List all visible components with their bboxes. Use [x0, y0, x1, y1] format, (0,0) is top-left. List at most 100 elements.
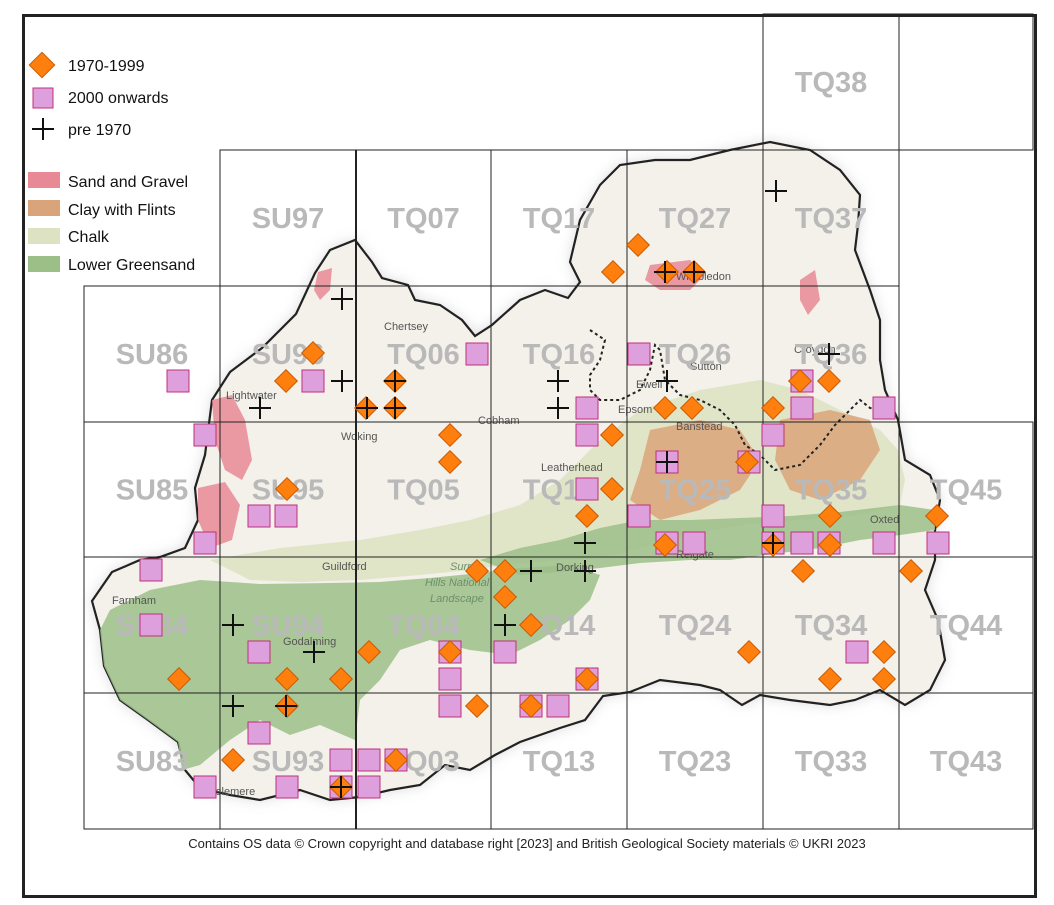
record-1970-1999 [679, 395, 705, 421]
record-2000-onwards [274, 504, 298, 528]
record-1970-1999 [574, 503, 600, 529]
record-1970-1999 [274, 476, 300, 502]
legend-label: Sand and Gravel [68, 174, 188, 191]
record-pre-1970 [249, 397, 271, 419]
national-landscape-label: Surrey Hills National Landscape [425, 561, 490, 605]
grid-square-label: TQ17 [523, 203, 596, 235]
legend-label: 2000 onwards [68, 90, 169, 107]
record-pre-1970 [331, 288, 353, 310]
record-2000-onwards [193, 531, 217, 555]
grid-square-label: SU86 [116, 339, 189, 371]
record-2000-onwards [275, 775, 299, 799]
record-pre-1970 [574, 560, 596, 582]
record-2000-onwards [465, 342, 489, 366]
grid-square-label: TQ25 [659, 475, 732, 507]
record-1970-1999 [437, 639, 463, 665]
cross-icon [32, 118, 54, 140]
record-1970-1999 [760, 395, 786, 421]
record-1970-1999 [300, 340, 326, 366]
grid-cell [898, 692, 1034, 830]
record-pre-1970 [765, 180, 787, 202]
os-grid [83, 13, 1034, 830]
record-1970-1999 [356, 639, 382, 665]
grid-square-label: TQ24 [659, 610, 732, 642]
record-2000-onwards [627, 342, 651, 366]
record-1970-1999 [817, 666, 843, 692]
legend-item-chalk: Chalk [28, 228, 110, 246]
record-pre-1970 [656, 370, 678, 392]
place-name: Dorking [556, 562, 594, 574]
record-pre-1970 [574, 532, 596, 554]
record-1970-1999 [871, 666, 897, 692]
place-name: Woking [341, 431, 377, 443]
record-1970-1999 [734, 449, 760, 475]
grid-square-label: TQ26 [659, 339, 732, 371]
record-pre-1970 [547, 370, 569, 392]
record-pre-1970 [222, 695, 244, 717]
record-pre-1970 [818, 343, 840, 365]
record-pre-1970 [494, 614, 516, 636]
record-2000-onwards [845, 640, 869, 664]
record-2000-onwards [247, 640, 271, 664]
record-pre-1970 [656, 451, 678, 473]
record-1970-1999 [652, 532, 678, 558]
record-pre-1970 [683, 261, 705, 283]
record-2000-onwards [682, 531, 706, 555]
sand-and-gravel-area [314, 268, 332, 300]
grid-square-label: TQ35 [795, 475, 868, 507]
record-2000-onwards [166, 369, 190, 393]
record-1970-1999 [492, 558, 518, 584]
legend-label: Lower Greensand [68, 257, 195, 274]
record-2000-onwards [139, 558, 163, 582]
grid-square-label: TQ23 [659, 746, 732, 778]
record-2000-onwards [329, 748, 353, 772]
park-label-line2: Hills National [425, 577, 490, 589]
grid-cell [898, 13, 1034, 151]
record-2000-onwards [872, 396, 896, 420]
record-1970-1999 [273, 368, 299, 394]
swatch [28, 228, 60, 244]
record-1970-1999 [736, 639, 762, 665]
record-2000-onwards [193, 775, 217, 799]
record-symbols [139, 180, 950, 800]
clay-with-flints-area [775, 410, 880, 500]
record-2000-onwards [357, 775, 381, 799]
park-label-line3: Landscape [430, 593, 484, 605]
grid-square-label: SU97 [252, 203, 325, 235]
record-pre-1970 [520, 560, 542, 582]
grid-square-label: TQ27 [659, 203, 732, 235]
record-2000-onwards [761, 504, 785, 528]
record-pre-1970 [547, 397, 569, 419]
map-legend: 1970-1999 2000 onwards pre 1970 Sand and… [28, 51, 195, 274]
record-2000-onwards [493, 640, 517, 664]
grid-square-label: TQ05 [387, 475, 460, 507]
legend-label: Chalk [68, 229, 110, 246]
grid-square-label: TQ33 [795, 746, 868, 778]
record-1970-1999 [817, 532, 843, 558]
legend-item-1970-1999: 1970-1999 [28, 51, 145, 79]
place-name: Farnham [112, 595, 156, 607]
place-name: Sutton [690, 361, 722, 373]
grid-square-label: TQ06 [387, 339, 460, 371]
record-2000-onwards [139, 613, 163, 637]
place-name: Godalming [283, 636, 336, 648]
legend-item-clay-with-flints: Clay with Flints [28, 200, 176, 219]
grid-square-label: SU85 [116, 475, 189, 507]
place-name: Epsom [618, 404, 652, 416]
record-pre-1970 [275, 695, 297, 717]
record-pre-1970 [384, 397, 406, 419]
record-pre-1970 [222, 614, 244, 636]
legend-item-2000-onwards: 2000 onwards [32, 87, 169, 109]
sand-and-gravel-area [212, 395, 252, 480]
grid-square-label: TQ37 [795, 203, 868, 235]
grid-square-label: TQ44 [930, 610, 1003, 642]
record-1970-1999 [574, 666, 600, 692]
grid-square-label: SU94 [252, 610, 325, 642]
record-pre-1970 [654, 261, 676, 283]
record-2000-onwards [575, 477, 599, 501]
grid-square-label: TQ07 [387, 203, 460, 235]
record-2000-onwards [790, 396, 814, 420]
place-name: Lightwater [226, 390, 277, 402]
clay-with-flints-area [630, 420, 760, 520]
